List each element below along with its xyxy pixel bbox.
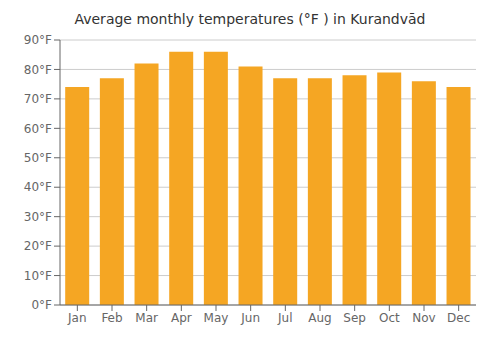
svg-text:Jul: Jul bbox=[277, 311, 292, 325]
svg-text:Jan: Jan bbox=[67, 311, 87, 325]
svg-text:May: May bbox=[204, 311, 229, 325]
svg-text:90°F: 90°F bbox=[24, 33, 52, 47]
svg-text:60°F: 60°F bbox=[24, 122, 52, 136]
svg-text:40°F: 40°F bbox=[24, 180, 52, 194]
html-text:Average monthly temperatures (: Average monthly temperatures (°F ) in Ku… bbox=[74, 11, 426, 27]
svg-text:70°F: 70°F bbox=[24, 92, 52, 106]
svg-text:20°F: 20°F bbox=[24, 239, 52, 253]
svg-text:Sep: Sep bbox=[343, 311, 366, 325]
svg-text:Dec: Dec bbox=[447, 311, 470, 325]
svg-text:Jun: Jun bbox=[240, 311, 260, 325]
svg-text:Nov: Nov bbox=[412, 311, 435, 325]
svg-text:Mar: Mar bbox=[135, 311, 158, 325]
svg-text:Aug: Aug bbox=[308, 311, 331, 325]
svg-text:80°F: 80°F bbox=[24, 63, 52, 77]
svg-text:Apr: Apr bbox=[171, 311, 192, 325]
svg-text:Feb: Feb bbox=[101, 311, 122, 325]
svg-text:0°F: 0°F bbox=[31, 298, 52, 312]
svg-text:50°F: 50°F bbox=[24, 151, 52, 165]
svg-text:10°F: 10°F bbox=[24, 269, 52, 283]
svg-text:30°F: 30°F bbox=[24, 210, 52, 224]
svg-text:Oct: Oct bbox=[379, 311, 400, 325]
